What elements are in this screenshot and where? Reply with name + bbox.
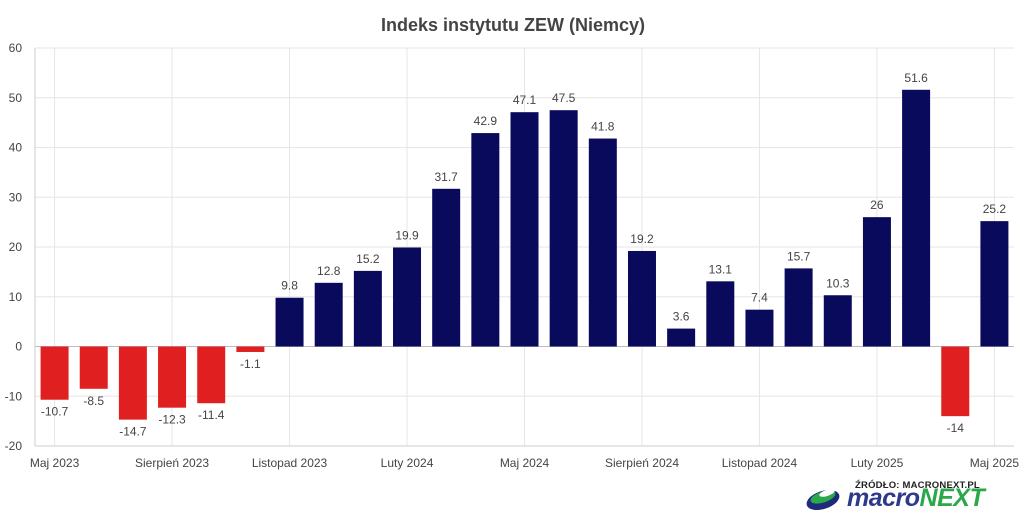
bar	[823, 295, 852, 347]
data-label: -8.5	[83, 394, 104, 408]
data-label: -1.1	[240, 357, 261, 371]
data-label: -11.4	[198, 408, 225, 422]
data-label: 10.3	[826, 276, 850, 290]
bar	[784, 268, 813, 347]
data-label: 7.4	[751, 291, 768, 305]
data-label: 31.7	[435, 170, 459, 184]
bar	[471, 133, 500, 347]
bar	[941, 346, 970, 417]
x-tick-label: Maj 2024	[500, 456, 550, 470]
y-tick-label: 10	[9, 290, 23, 304]
y-tick-label: 30	[9, 190, 23, 204]
data-label: -14	[947, 421, 965, 435]
data-label: 19.2	[630, 232, 654, 246]
macronext-swoosh-icon	[806, 489, 840, 511]
macronext-logo[interactable]: macroNEXT	[803, 480, 1003, 516]
x-tick-label: Sierpień 2023	[135, 456, 209, 470]
macronext-wordmark: macroNEXT	[847, 484, 985, 512]
y-tick-label: 40	[9, 141, 23, 155]
y-tick-label: 60	[9, 41, 23, 55]
bar	[158, 346, 187, 408]
data-label: -10.7	[41, 405, 69, 419]
bar	[862, 217, 891, 347]
bars	[40, 89, 1009, 420]
data-label: 41.8	[591, 120, 615, 134]
y-tick-label: -10	[5, 389, 23, 403]
data-label: 15.2	[356, 252, 380, 266]
x-tick-label: Sierpień 2024	[605, 456, 679, 470]
data-label: 15.7	[787, 249, 811, 263]
data-label: 19.9	[395, 228, 419, 242]
y-tick-label: 20	[9, 240, 23, 254]
bar	[588, 138, 617, 347]
bar	[275, 297, 304, 347]
bar	[706, 281, 735, 347]
bar	[667, 328, 696, 347]
bar	[118, 346, 147, 420]
y-tick-label: 50	[9, 91, 23, 105]
source-label: ŹRÓDŁO: MACRONEXT.PL	[855, 480, 980, 491]
bar	[980, 221, 1009, 347]
tick-labels: -20 -10 0 10 20 30 40 50 60 Maj 2023 Sierpień 2023…	[5, 41, 1020, 470]
bar	[432, 188, 461, 347]
x-tick-label: Listopad 2023	[252, 456, 328, 470]
bar	[197, 346, 226, 404]
data-label: 3.6	[673, 310, 690, 324]
data-label: 47.5	[552, 91, 576, 105]
data-label: 47.1	[513, 93, 537, 107]
bar	[745, 309, 774, 347]
x-tick-label: Luty 2025	[851, 456, 904, 470]
bar	[549, 110, 578, 347]
y-tick-label: -20	[5, 439, 23, 453]
x-tick-label: Luty 2024	[381, 456, 434, 470]
x-tick-label: Listopad 2024	[722, 456, 798, 470]
x-tick-label: Maj 2025	[970, 456, 1020, 470]
data-label: -14.7	[119, 425, 147, 439]
bar	[79, 346, 108, 389]
chart-title: Indeks instytutu ZEW (Niemcy)	[380, 15, 646, 35]
data-label: 25.2	[983, 202, 1007, 216]
y-tick-label: 0	[15, 340, 22, 354]
bar	[236, 346, 265, 352]
data-label: 51.6	[904, 71, 928, 85]
bar	[902, 89, 931, 347]
x-tick-label: Maj 2023	[30, 456, 80, 470]
bar	[627, 250, 656, 347]
data-labels: -10.7 -8.5 -14.7 -12.3 -11.4 -1.1 9.8 12.8 15.2 1…	[41, 71, 1007, 439]
bar	[393, 247, 422, 347]
data-label: 13.1	[709, 262, 733, 276]
bar	[40, 346, 69, 400]
data-label: -12.3	[158, 413, 186, 427]
bar	[353, 270, 382, 347]
data-label: 26	[870, 198, 884, 212]
data-label: 12.8	[317, 264, 341, 278]
data-label: 42.9	[474, 114, 498, 128]
data-label: 9.8	[281, 279, 298, 293]
bar	[314, 282, 343, 347]
bar	[510, 112, 539, 347]
